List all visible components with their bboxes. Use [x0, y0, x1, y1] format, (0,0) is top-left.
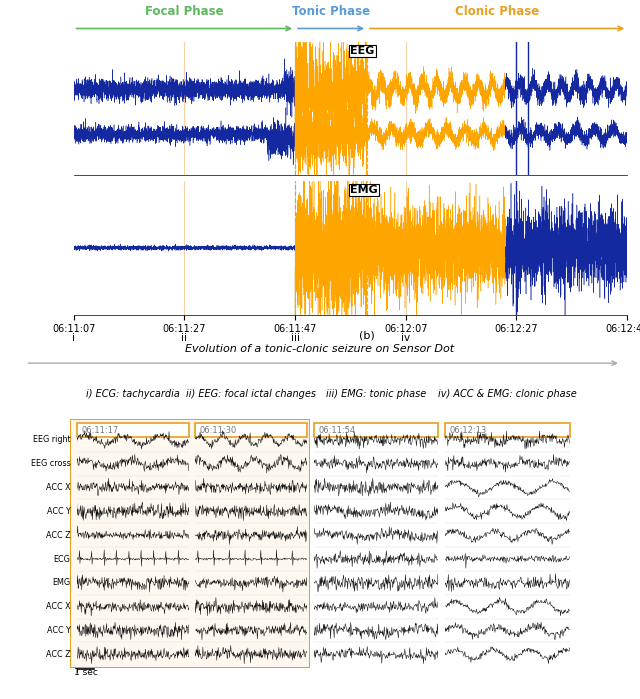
Text: EEG right: EEG right — [33, 435, 70, 445]
Text: EMG: EMG — [52, 578, 70, 587]
Text: i) ECG: tachycardia: i) ECG: tachycardia — [86, 389, 180, 398]
Text: ACC Z: ACC Z — [46, 531, 70, 540]
FancyBboxPatch shape — [70, 419, 310, 668]
Text: Focal Phase: Focal Phase — [145, 6, 223, 18]
Text: ACC X: ACC X — [46, 603, 70, 611]
Text: ii: ii — [181, 333, 188, 343]
Text: ACC Z: ACC Z — [46, 650, 70, 659]
Text: ACC X: ACC X — [46, 483, 70, 492]
Text: ii) EEG: focal ictal changes: ii) EEG: focal ictal changes — [186, 389, 316, 398]
FancyBboxPatch shape — [445, 423, 570, 438]
Text: 06:11:17: 06:11:17 — [81, 426, 118, 435]
Text: EMG: EMG — [351, 185, 378, 195]
Text: Evolution of a tonic-clonic seizure on Sensor Dot: Evolution of a tonic-clonic seizure on S… — [186, 344, 454, 354]
Text: 1 sec: 1 sec — [74, 668, 98, 677]
Text: iii) EMG: tonic phase: iii) EMG: tonic phase — [326, 389, 426, 398]
Text: EEG cross: EEG cross — [31, 459, 70, 468]
Text: EEG: EEG — [351, 46, 375, 56]
Text: ACC Y: ACC Y — [47, 626, 70, 635]
Text: 06:11:54: 06:11:54 — [319, 426, 356, 435]
Text: i: i — [72, 333, 75, 343]
Text: 06:12:13: 06:12:13 — [450, 426, 487, 435]
Text: iv: iv — [401, 333, 410, 343]
FancyBboxPatch shape — [314, 423, 438, 438]
Text: ECG: ECG — [54, 554, 70, 563]
Text: (a): (a) — [342, 186, 358, 196]
FancyBboxPatch shape — [195, 423, 307, 438]
Text: (b): (b) — [359, 331, 375, 340]
Text: iii: iii — [291, 333, 300, 343]
Text: 06:11:30: 06:11:30 — [200, 426, 237, 435]
Text: Tonic Phase: Tonic Phase — [292, 6, 370, 18]
Text: ACC Y: ACC Y — [47, 507, 70, 516]
FancyBboxPatch shape — [77, 423, 189, 438]
Text: Clonic Phase: Clonic Phase — [455, 6, 540, 18]
Text: iv) ACC & EMG: clonic phase: iv) ACC & EMG: clonic phase — [438, 389, 577, 398]
